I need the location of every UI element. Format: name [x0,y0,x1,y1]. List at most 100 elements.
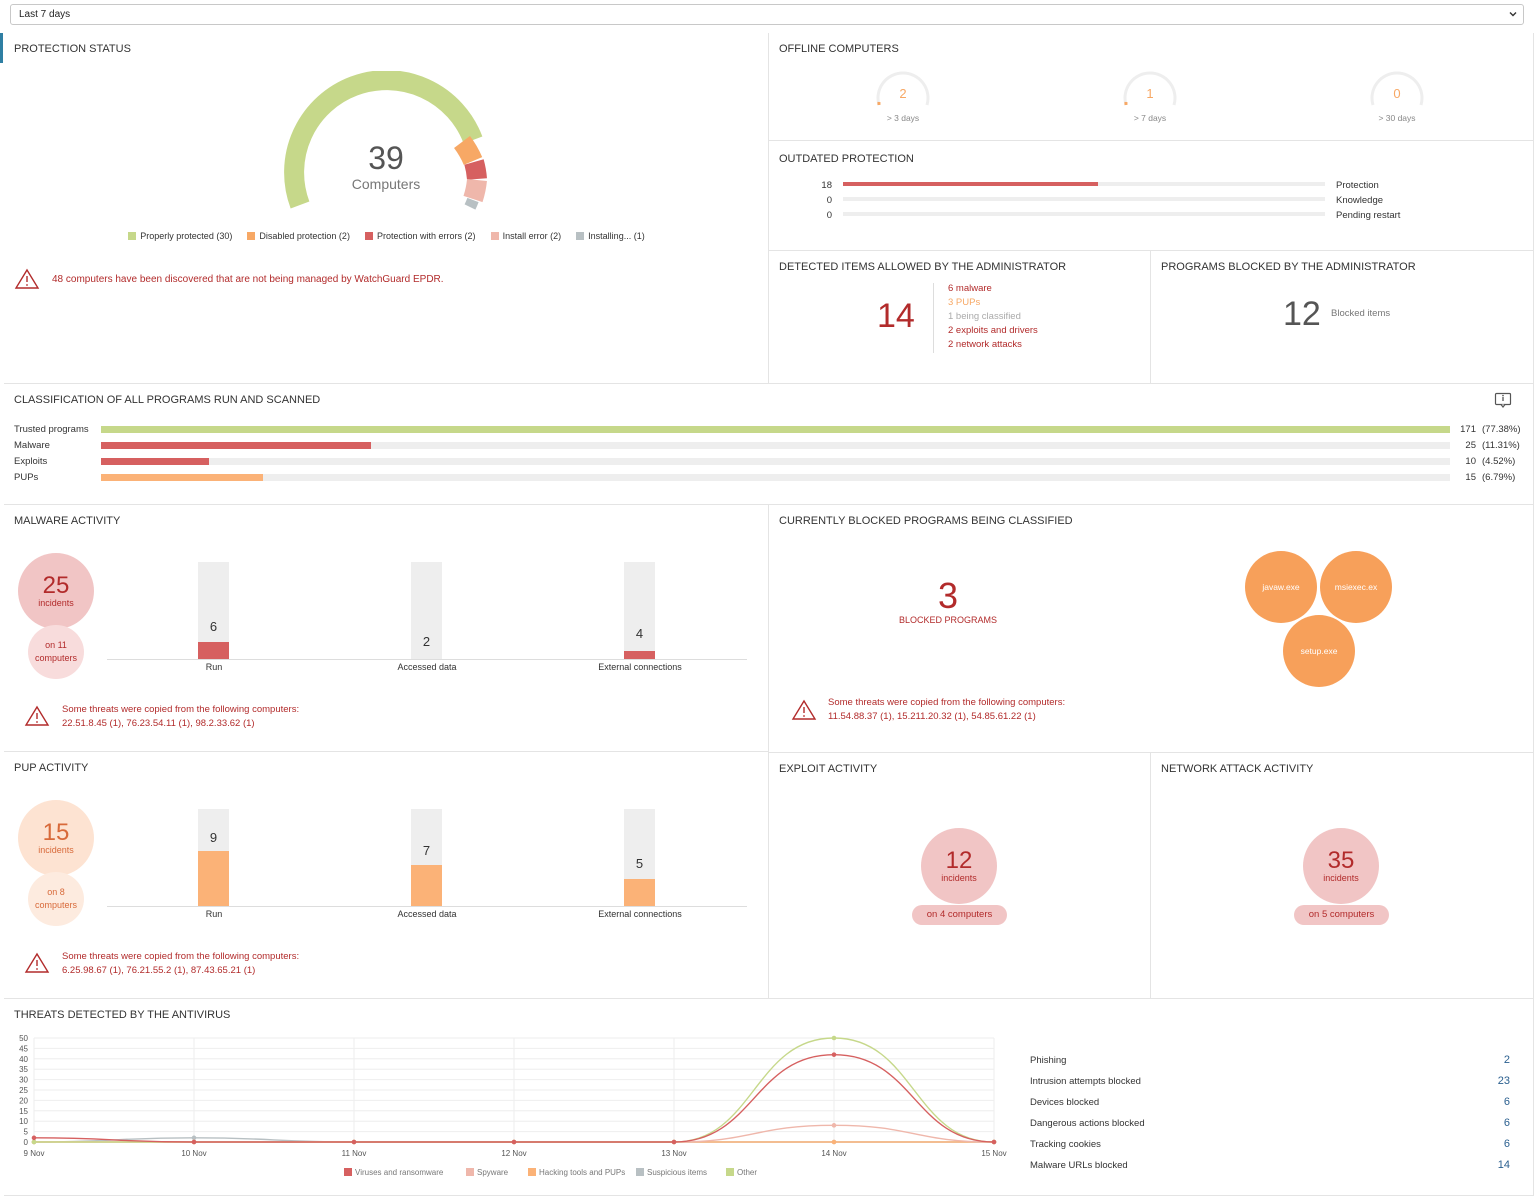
allowed-network-link[interactable]: 2 network attacks [948,339,1022,350]
classification-bar-fill [101,458,209,465]
stat-label: Phishing [1030,1055,1067,1066]
activity-bar-fill [198,641,229,659]
activity-bar[interactable]: 7 [411,809,443,906]
classification-row[interactable]: Malware 25 (11.31%) [4,440,1534,454]
activity-bar[interactable]: 2 [411,562,443,659]
classification-bar-fill [101,474,263,481]
active-indicator [0,33,3,63]
classification-row[interactable]: PUPs 15 (6.79%) [4,472,1534,486]
legend-item[interactable]: Protection with errors (2) [365,231,476,241]
activity-bar[interactable]: 4 [624,562,656,659]
warning-computer-list[interactable]: 6.25.98.67 (1), 76.21.55.2 (1), 87.43.65… [62,965,256,976]
series-point [991,1139,997,1145]
classification-panel: CLASSIFICATION OF ALL PROGRAMS RUN AND S… [4,384,1534,505]
allowed-malware-link[interactable]: 6 malware [948,283,992,294]
offline-gauge [1370,71,1424,106]
copied-threats-warning: Some threats were copied from the follow… [62,950,299,978]
pup-incidents-circle[interactable]: 15 incidents [18,800,94,876]
activity-bar[interactable]: 6 [198,562,230,659]
y-tick-label: 30 [19,1076,28,1085]
legend-label: Spyware [477,1168,509,1177]
computers-label: on 8 computers [34,887,78,910]
legend-item[interactable]: Properly protected (30) [128,231,232,241]
x-tick-label: 10 Nov [181,1149,206,1158]
classification-bar [101,474,1450,481]
network-incidents-circle[interactable]: 35 incidents [1303,828,1379,904]
malware-incidents-circle[interactable]: 25 incidents [18,553,94,629]
malware-computers-circle[interactable]: on 11 computers [28,625,84,679]
threat-stat-row[interactable]: Devices blocked 6 [1030,1096,1510,1108]
classification-bar-fill [101,442,371,449]
threat-stat-row[interactable]: Dangerous actions blocked 6 [1030,1117,1510,1129]
legend-item[interactable]: Disabled protection (2) [247,231,350,241]
stat-label: Devices blocked [1030,1097,1100,1108]
panel-title: NETWORK ATTACK ACTIVITY [1161,763,1314,775]
info-icon[interactable] [1494,392,1512,408]
stat-value: 2 [1503,1054,1510,1066]
allowed-total[interactable]: 14 [877,297,915,335]
unmanaged-warning-link[interactable]: by WatchGuard EPDR. [341,274,444,285]
legend-label: Installing... (1) [588,231,645,241]
threat-stat-row[interactable]: Tracking cookies 6 [1030,1138,1510,1150]
offline-item[interactable]: 0 > 30 days [1367,69,1427,123]
y-tick-label: 35 [19,1065,28,1074]
incidents-label: incidents [941,873,977,883]
incidents-value: 12 [945,847,973,874]
network-computers-pill[interactable]: on 5 computers [1294,905,1389,925]
offline-gauge [876,71,930,106]
offline-item[interactable]: 2 > 3 days [873,69,933,123]
unmanaged-warning[interactable]: 48 computers have been discovered that a… [52,273,444,287]
classification-row[interactable]: Trusted programs 171 (77.38%) [4,424,1534,438]
outdated-bar-fill [843,182,1099,186]
blocked-programs-value[interactable]: 3 [937,575,959,616]
blocked-admin-value[interactable]: 12 [1283,295,1321,333]
chart-baseline [107,906,747,907]
classification-bar [101,442,1450,449]
warning-computer-list[interactable]: 11.54.88.37 (1), 15.211.20.32 (1), 54.85… [828,711,1036,722]
threat-stat-row[interactable]: Malware URLs blocked 14 [1030,1159,1510,1171]
panel-title: PUP ACTIVITY [14,762,89,774]
protection-total: 39 [368,140,404,176]
exploit-incidents-circle[interactable]: 12 incidents [921,828,997,904]
activity-bar-label: External connections [598,909,682,919]
outdated-row[interactable]: 18 Protection [769,179,1534,193]
activity-bar[interactable]: 9 [198,809,230,906]
warning-icon [24,705,50,726]
allowed-classifying-link[interactable]: 1 being classified [948,311,1021,322]
classification-row[interactable]: Exploits 10 (4.52%) [4,456,1534,470]
allowed-pups-link[interactable]: 3 PUPs [948,297,981,308]
activity-bar[interactable]: 5 [624,809,656,906]
exploit-computers-pill[interactable]: on 4 computers [912,905,1007,925]
panel-title: MALWARE ACTIVITY [14,515,121,527]
warning-computer-list[interactable]: 22.51.8.45 (1), 76.23.54.11 (1), 98.2.33… [62,718,255,729]
protection-status-panel: PROTECTION STATUS 39 Computers Properly … [4,33,769,384]
incidents-value: 35 [1327,847,1355,874]
activity-bar-fill [624,651,655,659]
activity-bar-label: External connections [598,662,682,672]
legend-item[interactable]: Installing... (1) [576,231,645,241]
legend-swatch [344,1168,352,1176]
offline-item[interactable]: 1 > 7 days [1120,69,1180,123]
stat-label: Intrusion attempts blocked [1030,1076,1141,1087]
protection-gauge[interactable] [274,71,499,256]
allowed-exploits-link[interactable]: 2 exploits and drivers [948,325,1038,336]
threat-stat-row[interactable]: Intrusion attempts blocked 23 [1030,1075,1510,1087]
outdated-row[interactable]: 0 Pending restart [769,209,1534,223]
copied-threats-warning: Some threats were copied from the follow… [62,703,299,731]
incidents-label: incidents [1323,873,1359,883]
stat-label: Malware URLs blocked [1030,1160,1128,1171]
blocked-program-bubble[interactable]: javaw.exe [1245,551,1317,623]
series-point [831,1123,837,1128]
legend-item[interactable]: Install error (2) [490,231,561,241]
blocked-admin-label: Blocked items [1331,308,1391,319]
blocked-program-bubble[interactable]: msiexec.ex [1320,551,1392,623]
blocked-program-bubble[interactable]: setup.exe [1283,615,1355,687]
offline-value: 0 [1393,86,1401,101]
copied-threats-warning: Some threats were copied from the follow… [828,696,1065,724]
pup-computers-circle[interactable]: on 8 computers [28,872,84,926]
offline-gauge [1123,71,1177,106]
outdated-row[interactable]: 0 Knowledge [769,194,1534,208]
threat-stat-row[interactable]: Phishing 2 [1030,1054,1510,1066]
date-range-select[interactable]: Last 7 days [10,4,1524,25]
